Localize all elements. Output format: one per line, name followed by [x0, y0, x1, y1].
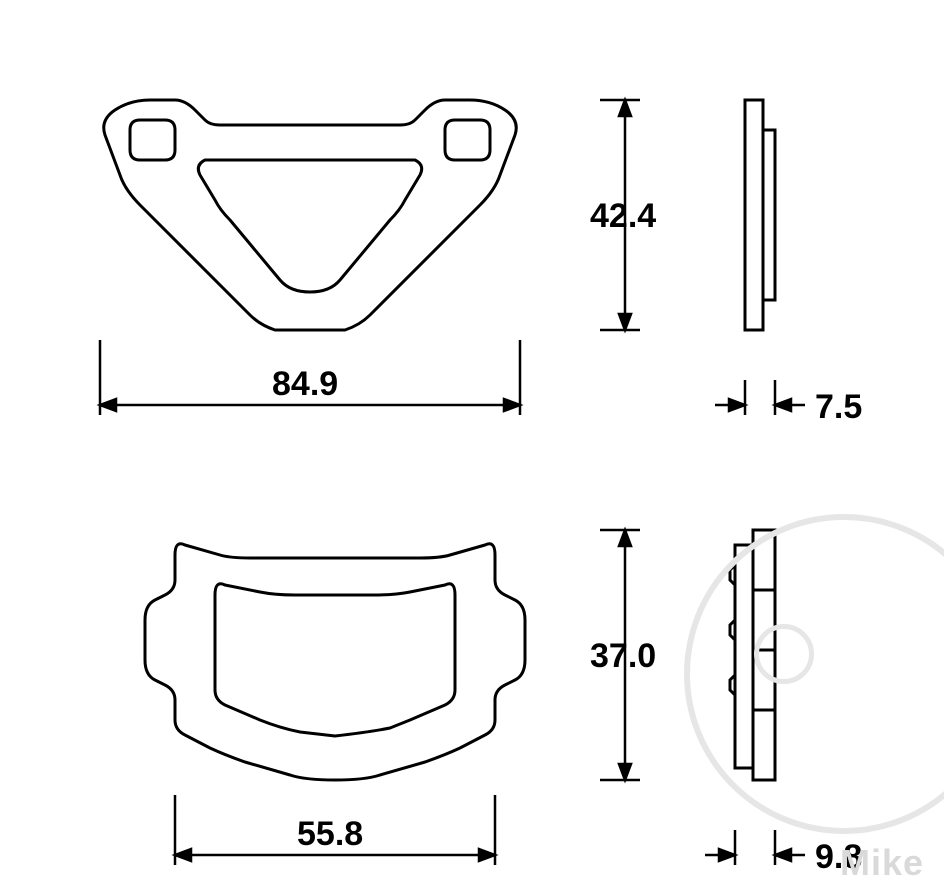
pad1-dims	[100, 100, 805, 415]
label-pad2-width: 55.8	[297, 815, 363, 854]
pad1-hole-right	[445, 120, 490, 160]
pad2-outline	[145, 544, 525, 780]
label-pad1-width: 84.9	[272, 365, 338, 404]
pad2-front	[145, 544, 525, 780]
pad2-inner	[215, 584, 455, 736]
pad1-side	[745, 100, 775, 330]
watermark-circle-inner	[754, 624, 814, 684]
pad1-front	[104, 100, 517, 330]
label-pad2-height: 37.0	[590, 637, 656, 676]
label-pad1-thick: 7.5	[815, 388, 862, 427]
watermark-text: Mike	[840, 842, 924, 884]
diagram-canvas: 84.9 42.4 7.5 55.8 37.0 9.8 Mike	[0, 0, 944, 894]
pad1-inner	[198, 160, 421, 292]
label-pad1-height: 42.4	[590, 197, 656, 236]
pad1-outline	[104, 100, 517, 330]
pad1-hole-left	[130, 120, 175, 160]
